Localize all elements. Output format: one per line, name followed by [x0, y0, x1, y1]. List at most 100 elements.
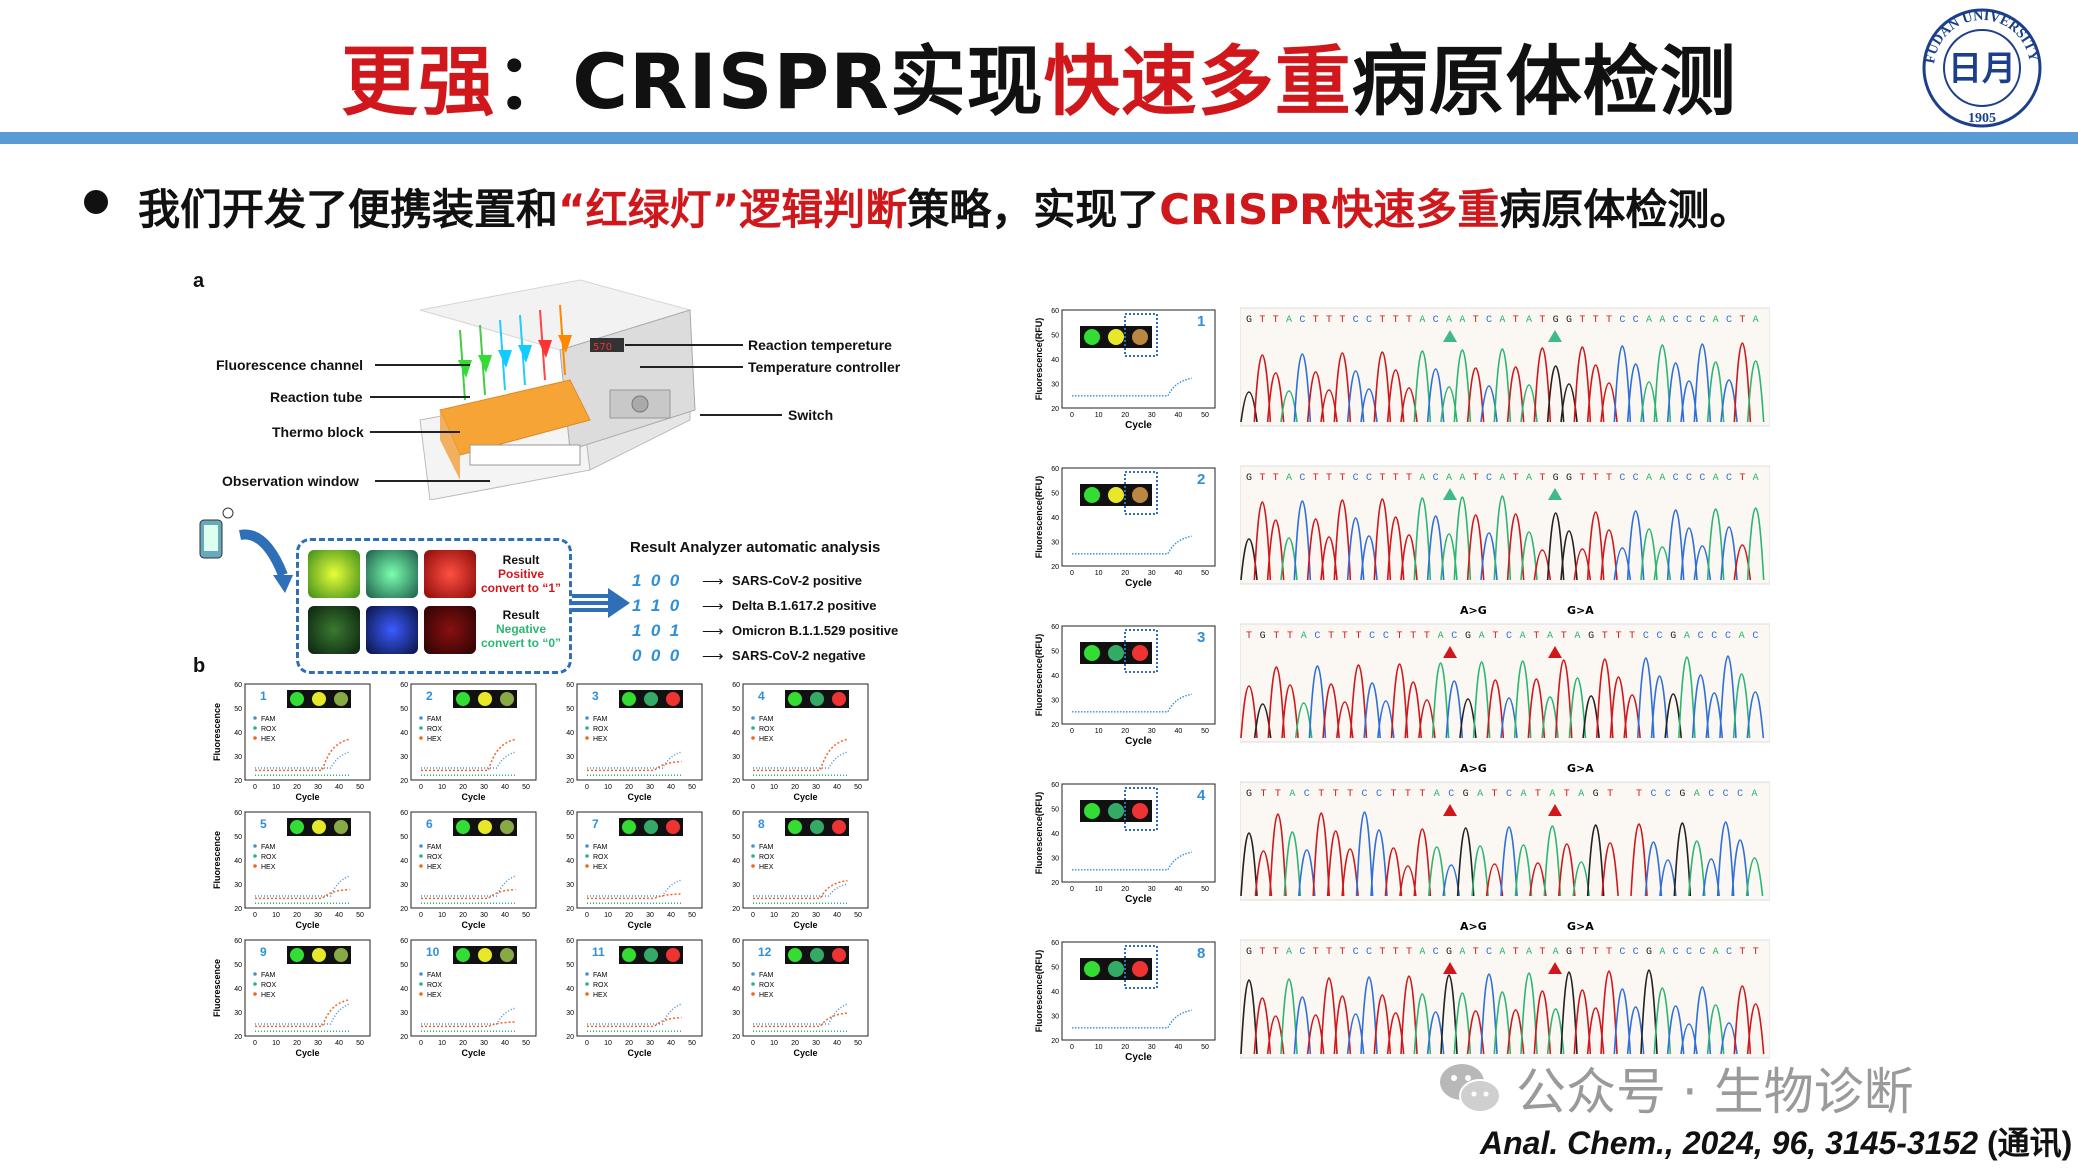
- bullet-part3: 策略，实现了: [907, 185, 1160, 234]
- mutation-marker-icon: [1443, 330, 1457, 342]
- y-tick-label: 30: [400, 1010, 408, 1017]
- base-letter: A: [1713, 947, 1719, 958]
- base-letter: C: [1752, 631, 1758, 642]
- amplification-curve: [753, 883, 848, 897]
- base-letter: T: [1636, 789, 1642, 800]
- base-letter: C: [1366, 315, 1372, 326]
- trace-peak: [1560, 530, 1578, 581]
- base-letter: A: [1434, 789, 1440, 800]
- analyzer-code: 0 0 0: [632, 645, 680, 665]
- y-tick-label: 60: [234, 938, 242, 945]
- base-letter: A: [1419, 947, 1425, 958]
- y-tick-label: 30: [234, 754, 242, 761]
- base-letter: G: [1260, 631, 1266, 642]
- amplification-curve: [255, 888, 350, 900]
- tube-image-dark-green: [308, 606, 360, 654]
- y-tick-label: 20: [1051, 1038, 1059, 1045]
- device-display: 570: [593, 342, 612, 353]
- y-tick-label: 60: [234, 810, 242, 817]
- base-letter: T: [1259, 473, 1265, 484]
- trace-peak: [1706, 1004, 1725, 1055]
- trace-peak: [1691, 674, 1710, 739]
- y-tick-label: 60: [1051, 940, 1059, 947]
- base-letter: T: [1259, 315, 1265, 326]
- base-letter: A: [1694, 789, 1700, 800]
- y-axis-label: Fluorescence: [212, 959, 222, 1017]
- y-tick-label: 50: [1051, 333, 1059, 340]
- trace-peak: [1440, 974, 1458, 1055]
- base-letter: C: [1708, 789, 1714, 800]
- base-letter: A: [1286, 473, 1292, 484]
- trace-peak: [1426, 368, 1445, 423]
- trace-peak: [1746, 507, 1765, 581]
- legend-entry: FAM: [261, 716, 276, 723]
- y-tick-label: 50: [566, 706, 574, 713]
- x-axis-label: Cycle: [793, 792, 817, 802]
- legend-entry: ROX: [261, 982, 277, 989]
- amplification-curve: [255, 1003, 350, 1025]
- amplification-chart: 20 30 40 50 60 0 10 20 30 40 50 Cycle 6 FAM ROX HEX: [400, 810, 537, 930]
- title-divider-bar: [0, 132, 2078, 144]
- x-tick-label: 50: [688, 784, 696, 791]
- legend-entry: FAM: [261, 972, 276, 979]
- y-tick-label: 30: [400, 882, 408, 889]
- x-tick-label: 10: [770, 784, 778, 791]
- legend-entry: FAM: [759, 972, 774, 979]
- y-tick-label: 50: [732, 834, 740, 841]
- x-tick-label: 40: [335, 784, 343, 791]
- x-tick-label: 50: [854, 1040, 862, 1047]
- base-letter: C: [1650, 789, 1656, 800]
- analyzer-label: SARS-CoV-2 positive: [732, 573, 863, 588]
- amplification-curve: [421, 751, 516, 769]
- trace-peak: [1269, 813, 1287, 897]
- base-letter: A: [1419, 473, 1425, 484]
- base-letter: C: [1686, 473, 1692, 484]
- trace-peak: [1293, 500, 1312, 581]
- base-letter: A: [1713, 473, 1719, 484]
- base-letter: C: [1619, 473, 1625, 484]
- x-tick-label: 0: [751, 912, 755, 919]
- base-letter: A: [1526, 473, 1532, 484]
- trace-peak: [1693, 343, 1712, 423]
- x-tick-label: 30: [812, 1040, 820, 1047]
- base-letter: T: [1539, 947, 1545, 958]
- analyzer-row: 1 0 0 ⟶ SARS-CoV-2 positive: [632, 568, 898, 593]
- trace-peak: [1363, 682, 1381, 739]
- base-letter: C: [1633, 947, 1639, 958]
- amplification-curve: [753, 1012, 848, 1028]
- trace-peak: [1520, 972, 1538, 1055]
- legend-entry: HEX: [593, 864, 608, 871]
- trace-peak: [1400, 975, 1418, 1055]
- trace-peak: [1678, 656, 1696, 739]
- panel-number: 1: [260, 689, 267, 703]
- y-tick-label: 40: [732, 986, 740, 993]
- y-axis-label: Fluorescence: [212, 831, 222, 889]
- y-tick-label: 60: [566, 682, 574, 689]
- watermark: 公众号 · 生物诊断: [1438, 1052, 1914, 1124]
- label-reaction-temperature: Reaction tempereture: [748, 337, 892, 353]
- y-tick-label: 40: [566, 858, 574, 865]
- legend-entry: ROX: [593, 982, 609, 989]
- y-tick-label: 30: [566, 882, 574, 889]
- trace-peak: [1493, 991, 1512, 1055]
- base-letter: C: [1699, 473, 1705, 484]
- x-tick-label: 0: [751, 784, 755, 791]
- mutation-marker-icon: [1548, 804, 1562, 816]
- legend-entry: ROX: [427, 726, 443, 733]
- base-letter: A: [1459, 473, 1465, 484]
- legend-entry: FAM: [759, 844, 774, 851]
- y-axis-label: Fluorescence(RFU): [1034, 476, 1044, 559]
- base-letter: A: [1646, 315, 1652, 326]
- trace-peak: [1520, 531, 1538, 581]
- amplification-curve: [753, 738, 848, 772]
- base-letter: C: [1723, 789, 1729, 800]
- x-tick-label: 20: [791, 784, 799, 791]
- base-letter: T: [1273, 947, 1279, 958]
- trace-peak: [1360, 976, 1378, 1055]
- base-letter: A: [1753, 315, 1759, 326]
- base-letter: C: [1369, 631, 1375, 642]
- y-tick-label: 60: [732, 938, 740, 945]
- y-tick-label: 40: [566, 730, 574, 737]
- base-letter: C: [1486, 315, 1492, 326]
- trace-peak: [1720, 526, 1738, 581]
